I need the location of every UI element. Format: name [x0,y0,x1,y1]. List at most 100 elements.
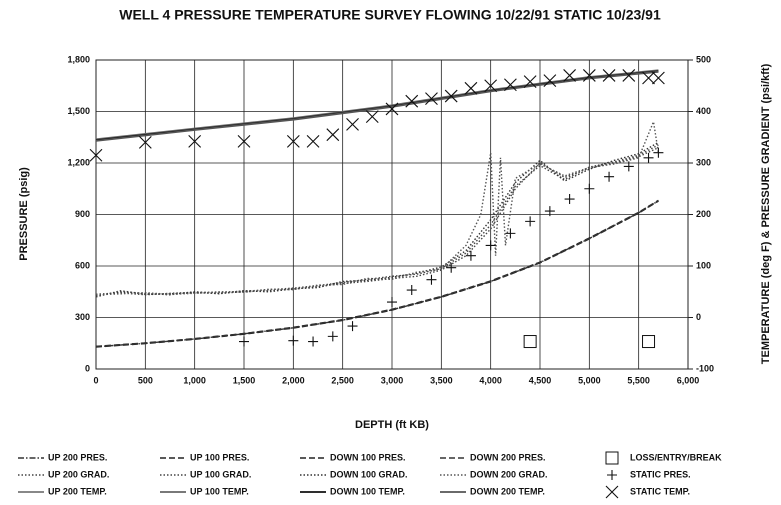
point [622,69,636,82]
point [406,285,417,296]
x-tick-label: 4,500 [529,375,552,385]
point [405,94,419,108]
x-tick-label: 2,000 [282,375,305,385]
legend-label: UP 100 TEMP. [190,486,249,496]
point [288,335,299,346]
point [484,79,498,93]
point [584,183,595,194]
series-line [95,70,659,142]
point [327,331,338,342]
point [346,117,359,131]
series-line [95,200,659,348]
point [308,336,319,347]
point [582,69,596,82]
point [464,81,478,95]
x-tick-label: 5,000 [578,375,601,385]
legend-label: DOWN 100 TEMP. [330,486,405,496]
x-tick-label: 0 [93,375,98,385]
legend-marker [605,451,619,465]
y-tick-label: 1,200 [67,157,90,167]
legend-label: STATIC TEMP. [630,486,690,496]
series-line [95,141,659,297]
y2-tick-label: 0 [696,312,701,322]
series-line [95,119,660,296]
series-line [95,200,659,348]
x-tick-label: 5,500 [627,375,650,385]
legend-label: UP 200 PRES. [48,452,107,462]
point [564,194,575,205]
point [652,71,665,85]
point [642,335,656,349]
y2-tick-label: 500 [696,54,711,64]
series-line [95,199,659,347]
point [387,297,397,308]
y2-tick-label: 100 [696,260,711,270]
y2-tick-label: 300 [696,157,711,167]
y-tick-label: 0 [85,363,90,373]
y-tick-label: 300 [75,312,90,322]
point [523,75,537,89]
legend-label: UP 100 GRAD. [190,469,251,479]
y-tick-label: 1,500 [67,106,90,116]
point [602,69,616,82]
point [425,92,438,106]
chart-title: WELL 4 PRESSURE TEMPERATURE SURVEY FLOWI… [119,7,661,23]
point [239,336,249,347]
point [237,134,251,148]
legend-label: STATIC PRES. [630,469,691,479]
legend-label: DOWN 200 TEMP. [470,486,545,496]
point [523,335,537,349]
point [653,147,664,158]
point [444,89,458,103]
legend-label: DOWN 200 GRAD. [470,469,548,479]
point [426,274,437,285]
point [604,171,615,182]
point [89,148,103,162]
series-line [95,200,659,348]
series-line [95,69,659,141]
x-tick-label: 500 [138,375,153,385]
point [188,134,202,148]
x-tick-label: 6,000 [677,375,700,385]
y-axis-label: PRESSURE (psig) [18,167,30,261]
legend-label: DOWN 200 PRES. [470,452,546,462]
x-tick-label: 1,000 [183,375,206,385]
point [544,206,555,217]
point [365,110,379,124]
legend-label: UP 200 TEMP. [48,486,107,496]
point [505,228,516,239]
series-line [95,146,659,298]
x-tick-label: 1,500 [233,375,256,385]
y-tick-label: 900 [75,209,90,219]
legend-label: DOWN 100 GRAD. [330,469,408,479]
y2-tick-label: -100 [696,363,714,373]
x-tick-label: 3,500 [430,375,453,385]
point [525,216,536,227]
point [347,321,358,332]
legend-marker [605,485,619,499]
legend-label: DOWN 100 PRES. [330,452,406,462]
point [465,250,476,261]
point [504,78,517,92]
y2-axis-label: TEMPERATURE (deg F) & PRESSURE GRADIENT … [760,63,772,364]
y2-tick-label: 400 [696,106,711,116]
point [485,240,496,251]
point [623,161,634,172]
point [543,74,557,87]
plot-frame [95,59,689,370]
x-axis-label: DEPTH (ft KB) [355,419,429,431]
series-line [95,144,659,296]
point [138,136,152,149]
legend-label: UP 200 GRAD. [48,469,109,479]
point [563,69,576,82]
y-tick-label: 1,800 [67,54,90,64]
point [306,134,320,148]
point [643,152,654,163]
point [642,71,655,85]
point [446,262,457,273]
point [385,102,399,116]
y2-tick-label: 200 [696,209,711,219]
legend-label: LOSS/ENTRY/BREAK [630,452,722,462]
point [326,128,340,142]
